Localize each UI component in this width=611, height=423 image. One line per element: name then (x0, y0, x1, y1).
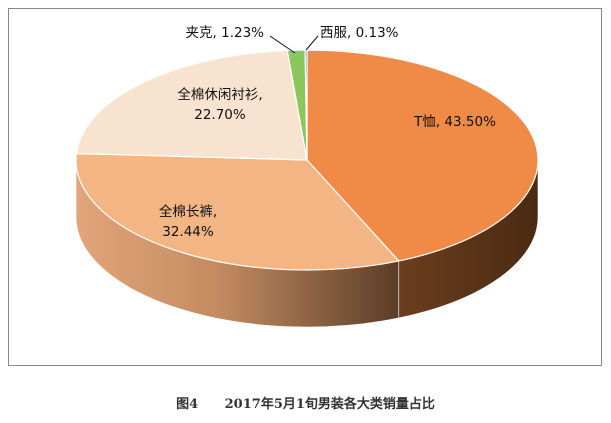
data-label-value-pants-part: 32.44% (162, 224, 214, 240)
data-label-pants-part: 全棉长裤 (159, 203, 213, 220)
data-label-tee-part: T恤 (413, 114, 436, 130)
data-label-shirt: 全棉休闲衬衫, (177, 86, 262, 103)
pie-slice-pants (75, 152, 400, 271)
data-label-jacket-part: 1.23% (221, 25, 264, 41)
leader-line-suit (305, 35, 319, 51)
data-label-suit-part: 西服 (320, 25, 347, 41)
data-label-suit-part: 0.13% (356, 25, 399, 41)
data-label-value-shirt-part: 22.70% (194, 107, 246, 123)
data-label-pants: 全棉长裤, (159, 203, 217, 220)
data-label-tee: T恤, 43.50% (413, 114, 496, 130)
data-label-tee-part: 43.50% (444, 114, 496, 130)
pie-slice-shirt (75, 49, 308, 161)
leader-line-jacket (269, 35, 296, 54)
data-label-shirt-part: 全棉休闲衬衫 (177, 86, 258, 103)
data-label-value-pants: 32.44% (162, 224, 214, 240)
data-label-value-shirt: 22.70% (194, 107, 246, 123)
figure-caption: 图4 2017年5月1旬男装各大类销量占比 (0, 393, 611, 412)
figure-number: 图4 (176, 397, 199, 412)
figure-caption-text: 2017年5月1旬男装各大类销量占比 (224, 397, 435, 412)
data-label-suit: 西服, 0.13% (320, 25, 399, 41)
data-label-jacket-part: 夹克 (186, 25, 213, 41)
data-label-jacket: 夹克, 1.23% (186, 25, 265, 41)
pie-slice-tee (306, 49, 539, 262)
